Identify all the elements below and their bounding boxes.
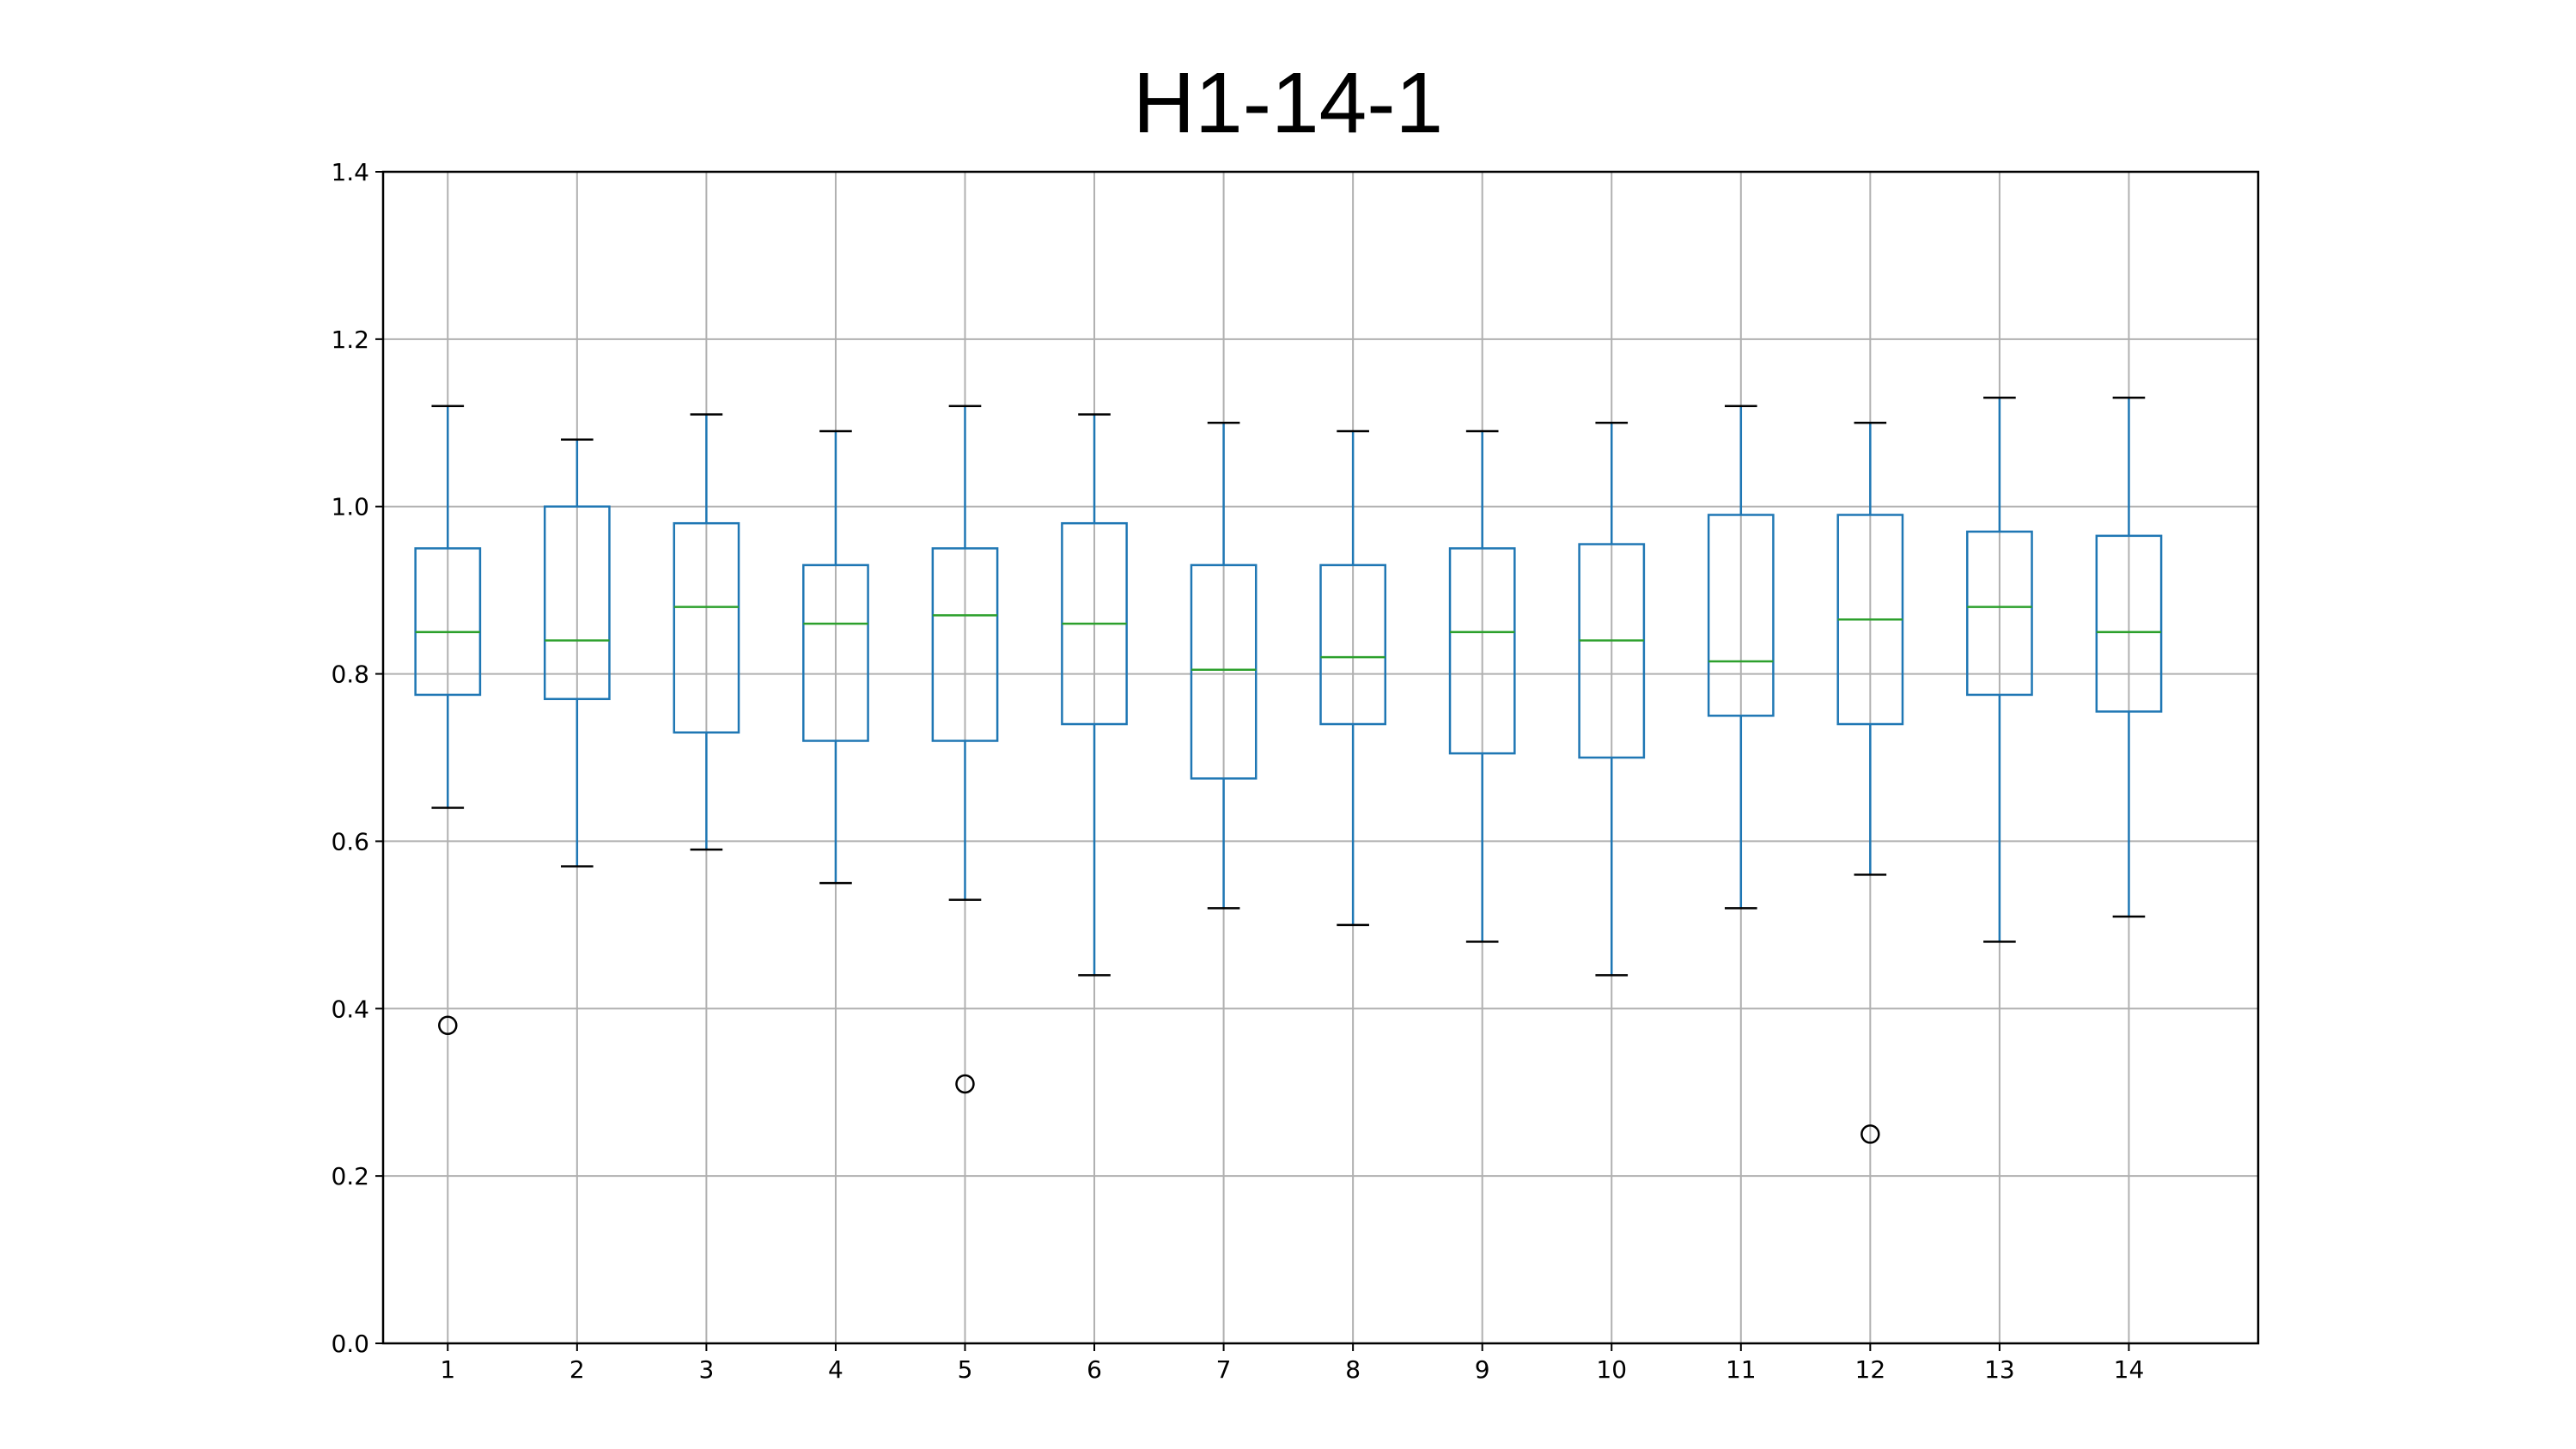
x-tick-label: 2 <box>569 1355 585 1384</box>
x-tick-label: 1 <box>440 1355 455 1384</box>
box-10 <box>1578 422 1646 977</box>
iqr-box <box>543 505 611 701</box>
box-6 <box>1061 413 1128 977</box>
y-tick-label: 0.4 <box>331 995 369 1023</box>
box-12 <box>1836 422 1904 1144</box>
x-tick-label: 9 <box>1475 1355 1490 1384</box>
x-tick-label: 11 <box>1726 1355 1757 1384</box>
box-2 <box>543 438 611 868</box>
iqr-box <box>2095 534 2163 713</box>
y-tick-label: 1.4 <box>331 158 369 186</box>
grid-lines <box>383 171 2258 1344</box>
iqr-box <box>673 521 740 734</box>
box-7 <box>1190 422 1258 910</box>
iqr-box <box>931 547 999 742</box>
y-tick-label: 1.0 <box>331 493 369 521</box>
y-tick-label: 0.0 <box>331 1330 369 1358</box>
box-11 <box>1707 405 1775 910</box>
iqr-box <box>1190 563 1258 780</box>
box-5 <box>931 405 999 1094</box>
x-tick-label: 6 <box>1087 1355 1102 1384</box>
box-9 <box>1448 429 1516 943</box>
iqr-box <box>1319 563 1387 726</box>
x-tick-label: 10 <box>1596 1355 1627 1384</box>
x-tick-label: 13 <box>1984 1355 2015 1384</box>
iqr-box <box>1578 543 1646 759</box>
iqr-box <box>1707 514 1775 717</box>
iqr-box <box>802 563 869 742</box>
outlier-point <box>438 1015 458 1036</box>
iqr-box <box>1448 547 1516 755</box>
iqr-box <box>414 547 482 697</box>
box-8 <box>1319 429 1387 927</box>
y-tick-label: 0.2 <box>331 1162 369 1190</box>
box-14 <box>2095 396 2163 918</box>
x-tick-label: 7 <box>1216 1355 1232 1384</box>
axis-ticks: 0.00.20.40.60.81.01.21.41 2 3 4 5 6 7 8 9 10 11 12 1… <box>331 158 2144 1384</box>
y-tick-label: 0.8 <box>331 661 369 689</box>
x-tick-label: 12 <box>1855 1355 1886 1384</box>
plot-area-frame <box>381 170 2260 1345</box>
y-tick-label: 0.6 <box>331 827 369 855</box>
x-tick-label: 3 <box>698 1355 714 1384</box>
x-tick-label: 8 <box>1345 1355 1361 1384</box>
box-series <box>414 396 2163 1144</box>
x-tick-label: 4 <box>828 1355 843 1384</box>
outlier-point <box>1860 1124 1880 1144</box>
x-tick-label: 14 <box>2114 1355 2145 1384</box>
iqr-box <box>1966 530 2033 697</box>
chart-title: H1-14-1 <box>1132 55 1444 151</box>
box-4 <box>802 429 869 885</box>
x-tick-label: 5 <box>958 1355 973 1384</box>
box-3 <box>673 413 740 851</box>
outlier-point <box>955 1074 975 1094</box>
box-1 <box>414 405 482 1036</box>
y-tick-label: 1.2 <box>331 326 369 354</box>
box-13 <box>1966 396 2033 943</box>
